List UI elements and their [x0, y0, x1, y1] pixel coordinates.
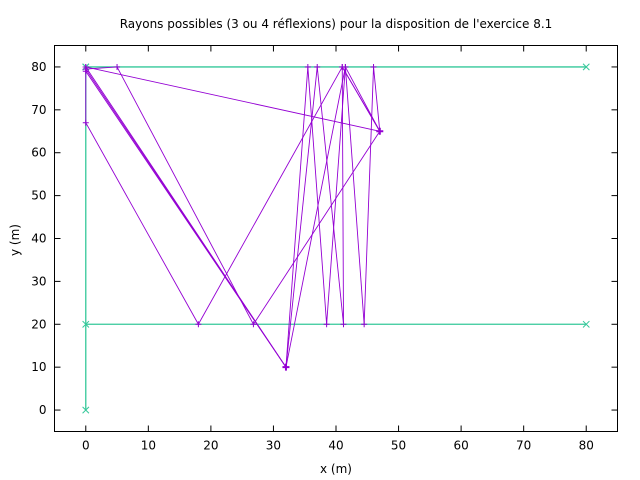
x-tick-label: 70 [516, 439, 531, 453]
receiver-point [376, 127, 384, 135]
chart-title: Rayons possibles (3 ou 4 réflexions) pou… [120, 17, 553, 31]
y-tick-label: 60 [31, 146, 46, 160]
y-tick-label: 50 [31, 189, 46, 203]
y-tick-label: 40 [31, 232, 46, 246]
x-axis-label: x (m) [320, 462, 352, 476]
ray-3-reflection-point [304, 63, 311, 70]
ray-5-reflection-point [361, 321, 368, 328]
y-tick-label: 0 [39, 403, 47, 417]
left-wall-point [82, 406, 90, 414]
y-tick-label: 10 [31, 360, 46, 374]
ray-6-reflection-point [82, 119, 89, 126]
ray-2 [85, 66, 381, 368]
x-tick-label: 20 [203, 439, 218, 453]
source-point [282, 363, 290, 371]
ray-6-reflection-point [82, 68, 89, 75]
y-tick-label: 30 [31, 274, 46, 288]
ray-6 [85, 66, 381, 368]
ray-2-reflection-point [114, 63, 121, 70]
ray-6-reflection-point [339, 63, 346, 70]
x-tick-label: 0 [82, 439, 90, 453]
ray-1 [85, 66, 380, 368]
ray-4-reflection-point [340, 321, 347, 328]
ray-6-reflection-point [195, 321, 202, 328]
ray-3-reflection-point [323, 321, 330, 328]
x-tick-label: 40 [328, 439, 343, 453]
y-axis-label: y (m) [8, 224, 22, 256]
y-tick-label: 20 [31, 317, 46, 331]
x-tick-label: 10 [141, 439, 156, 453]
ray-5-reflection-point [370, 63, 377, 70]
x-tick-label: 50 [391, 439, 406, 453]
ray-4-reflection-point [314, 63, 321, 70]
plot-frame [54, 45, 618, 432]
x-tick-label: 60 [453, 439, 468, 453]
ray-2-reflection-point [250, 321, 257, 328]
x-tick-label: 30 [266, 439, 281, 453]
x-tick-label: 80 [579, 439, 594, 453]
y-tick-label: 70 [31, 103, 46, 117]
top-wall-point [582, 63, 590, 71]
axis-ticks: 0 10 20 30 40 50 60 70 80 0 10 20 30 40 50 60 70 80 [31, 45, 618, 453]
inner-wall-point [82, 320, 90, 328]
plot-area [82, 63, 590, 414]
y-tick-label: 80 [31, 60, 46, 74]
ray-4 [285, 66, 381, 368]
inner-wall-point [582, 320, 590, 328]
